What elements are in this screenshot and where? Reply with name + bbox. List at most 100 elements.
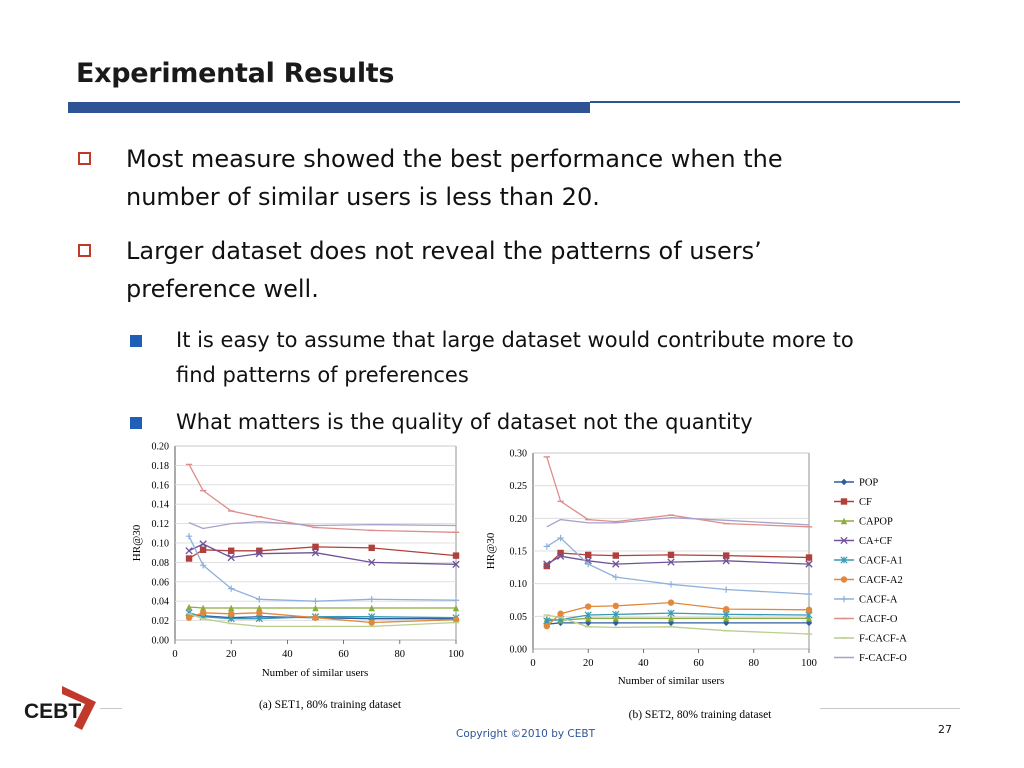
legend-label: CACF-A (859, 595, 898, 606)
series-line-cacf-o (546, 456, 810, 528)
y-tick-label: 0.02 (152, 616, 170, 627)
sub-bullet-2: What matters is the quality of dataset n… (176, 405, 753, 440)
y-tick-label: 0.18 (152, 461, 170, 472)
x-axis-label: Number of similar users (262, 667, 369, 679)
data-point (805, 615, 813, 622)
data-point (543, 560, 551, 568)
bullet-1: Most measure showed the best performance… (126, 140, 783, 216)
series-line-cacf-a (188, 535, 457, 602)
bullet-2-line1: Larger dataset does not reveal the patte… (126, 237, 762, 265)
data-point (185, 547, 193, 555)
bullet-2: Larger dataset does not reveal the patte… (126, 232, 762, 308)
bullet-box-icon (78, 152, 91, 165)
data-point (667, 599, 675, 606)
data-point (185, 614, 193, 621)
series-line-cacf-a (546, 537, 810, 595)
x-tick-label: 100 (801, 658, 817, 669)
data-point (368, 604, 375, 612)
y-tick-label: 0.05 (510, 612, 528, 623)
data-point (256, 547, 263, 554)
data-point (199, 609, 207, 617)
data-point (199, 562, 207, 569)
x-tick-label: 0 (530, 658, 535, 669)
legend-label: CAPOP (859, 517, 893, 528)
y-tick-label: 0.20 (510, 514, 528, 525)
data-point (452, 552, 460, 559)
footer-copyright: Copyright ©2010 by CEBT (456, 728, 596, 740)
legend-marker (840, 536, 848, 545)
legend-marker (840, 576, 848, 583)
data-point (667, 558, 675, 566)
data-point (723, 586, 730, 593)
data-point (585, 603, 592, 610)
y-axis-label: HR@30 (131, 524, 143, 561)
legend-label: F-CACF-O (859, 653, 907, 664)
legend-marker (840, 556, 848, 564)
sub-bullet-1: It is easy to assume that large dataset … (176, 323, 854, 393)
data-point (556, 552, 565, 560)
data-point (667, 581, 675, 588)
x-tick-label: 20 (583, 658, 594, 669)
chart-legend: POP CF CAPOP CA+CF CACF-A1 CACF-A2 CACF-A CACF-… (834, 478, 907, 664)
data-point (312, 598, 319, 605)
y-tick-label: 0.00 (152, 636, 170, 647)
data-point (805, 606, 813, 613)
legend-label: CF (859, 497, 872, 508)
sub-bullet-square-icon (130, 417, 142, 429)
footer-line-right (820, 708, 960, 709)
data-point (584, 611, 592, 619)
y-tick-label: 0.25 (510, 481, 528, 492)
x-tick-label: 40 (282, 649, 293, 660)
y-axis-label: HR@30 (485, 532, 497, 569)
legend-label: CACF-O (859, 614, 898, 625)
data-point (312, 604, 319, 612)
series-line-f-cacf-o (188, 521, 457, 530)
page-number: 27 (938, 723, 952, 736)
legend-label: POP (859, 478, 878, 489)
cebt-logo: CEBT (24, 686, 96, 730)
chart-set2: 0.00 0.05 0.10 0.15 0.20 0.25 0.30 0 20 40 60 80 100… (485, 449, 817, 722)
data-point (185, 555, 193, 562)
legend-label: CA+CF (859, 536, 893, 547)
data-point (228, 604, 235, 612)
data-point (723, 615, 730, 622)
data-point (228, 547, 235, 554)
data-point (585, 560, 592, 568)
data-point (612, 615, 619, 622)
data-point (612, 573, 619, 581)
legend-label: F-CACF-A (859, 634, 907, 645)
data-point (368, 544, 375, 552)
data-point (805, 560, 813, 568)
x-tick-label: 80 (395, 649, 406, 660)
data-point (199, 604, 207, 612)
legend-label: CACF-A1 (859, 556, 903, 567)
data-point (199, 546, 207, 553)
bullet-1-line1: Most measure showed the best performance… (126, 145, 783, 173)
data-point (227, 553, 235, 562)
legend-marker (840, 478, 848, 486)
y-tick-label: 0.16 (152, 480, 170, 491)
data-point (612, 610, 620, 618)
y-tick-label: 0.00 (510, 645, 528, 656)
legend-marker (840, 595, 848, 603)
data-point (368, 558, 376, 567)
data-point (557, 534, 564, 542)
logo-text: CEBT (24, 700, 81, 723)
x-tick-label: 100 (448, 649, 464, 660)
data-point (543, 622, 550, 630)
data-point (805, 590, 813, 598)
sub-bullet-1-line2: find patterns of preferences (176, 363, 469, 387)
data-point (185, 603, 193, 611)
data-point (368, 613, 376, 621)
data-point (722, 557, 730, 565)
data-point (667, 609, 675, 617)
y-tick-label: 0.06 (152, 577, 170, 588)
data-point (585, 551, 592, 559)
x-axis-label: Number of similar users (618, 675, 725, 687)
data-point (228, 585, 235, 592)
series-line-f-cacf-o (546, 517, 810, 528)
data-point (199, 540, 207, 548)
x-tick-label: 80 (749, 658, 760, 669)
legend-label: CACF-A2 (859, 575, 903, 586)
data-point (368, 596, 375, 603)
